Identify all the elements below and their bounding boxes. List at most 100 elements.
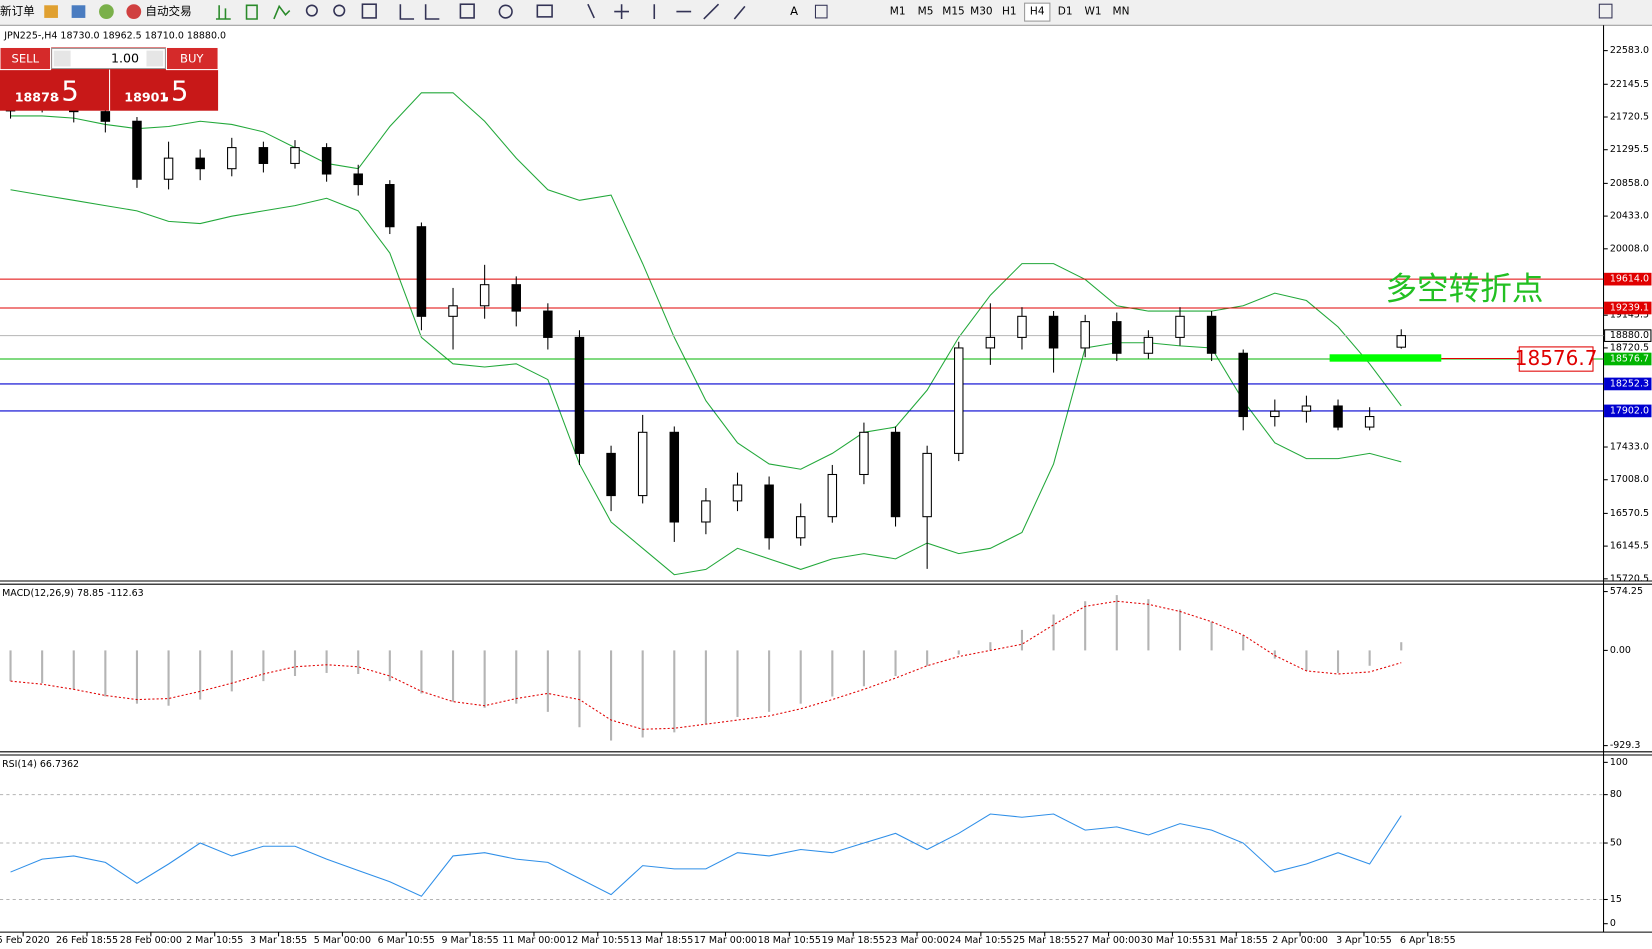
x-tick-label: 9 Mar 18:55	[442, 935, 499, 946]
candle-body	[511, 284, 521, 312]
ask-pips: .5	[162, 76, 188, 107]
candle-body	[448, 305, 458, 317]
timeframe-button[interactable]: D1	[1058, 6, 1073, 18]
timeframe-button[interactable]: M1	[890, 6, 906, 18]
level-label-bg	[1604, 272, 1652, 286]
macd-bar	[862, 650, 865, 687]
x-tick-label: 3 Mar 18:55	[250, 935, 307, 946]
sell-label: SELL	[12, 52, 40, 66]
tool-icons	[215, 4, 291, 20]
y-tick-label: 15	[1610, 894, 1622, 905]
text-tool: A	[790, 4, 798, 18]
y-tick-label: -929.3	[1610, 740, 1641, 751]
macd-bar	[262, 650, 265, 682]
lots-input[interactable]	[51, 47, 166, 70]
sell-button[interactable]	[0, 46, 52, 71]
auto-trading-button[interactable]: 自动交易	[145, 4, 191, 18]
x-tick-label: 30 Mar 10:55	[1141, 935, 1204, 946]
macd-bar	[1084, 601, 1087, 651]
x-tick-label: 25 Mar 18:55	[1013, 935, 1076, 946]
x-tick-label: 23 Mar 00:00	[885, 935, 948, 946]
candle-body	[195, 157, 205, 170]
candle-body	[701, 500, 711, 523]
candle-body	[1396, 335, 1406, 348]
candle-body	[1175, 315, 1185, 338]
x-tick-label: 11 Mar 00:00	[502, 935, 565, 946]
macd-bar	[483, 650, 486, 708]
new-order-button[interactable]: 新订单	[0, 4, 35, 18]
lots-up[interactable]	[146, 50, 164, 67]
candle-body	[543, 310, 553, 338]
y-tick-label: 0	[1610, 918, 1616, 929]
candle-body	[385, 184, 395, 228]
x-tick-label: 2 Apr 00:00	[1272, 935, 1328, 946]
bollinger-lower	[10, 189, 1402, 576]
macd-bar	[135, 650, 139, 704]
search-icon[interactable]	[1598, 3, 1613, 19]
macd-bar	[641, 650, 644, 738]
candle-body	[1333, 405, 1343, 428]
y-tick-label: 18720.5	[1610, 342, 1649, 353]
timeframe-button[interactable]: M15	[942, 6, 964, 18]
x-tick-label: 6 Apr 18:55	[1400, 935, 1456, 946]
y-tick-label: 20858.0	[1610, 178, 1649, 189]
x-tick-label: 18 Mar 10:55	[758, 935, 821, 946]
macd-bar	[704, 650, 707, 725]
candle-body	[1301, 405, 1312, 412]
x-tick-label: 17 Mar 00:00	[694, 935, 757, 946]
macd-bar	[230, 650, 233, 692]
timeframe-button[interactable]: MN	[1113, 6, 1130, 18]
level-label-bg	[1604, 377, 1652, 391]
bollinger-upper	[10, 92, 1402, 470]
timeframe-button[interactable]: M30	[970, 6, 992, 18]
candle-body	[859, 431, 869, 476]
buy-button[interactable]	[165, 46, 219, 71]
timeframe-button[interactable]: H1	[1002, 6, 1017, 18]
bid-pips: .5	[53, 76, 79, 107]
y-tick-label: 17433.0	[1610, 442, 1649, 453]
candle-body	[669, 431, 680, 523]
candle-body	[985, 336, 996, 349]
x-tick-label: 6 Mar 10:55	[378, 935, 435, 946]
tool-icons	[305, 3, 746, 20]
y-tick-label: 22583.0	[1610, 45, 1649, 56]
level-label: 19614.0	[1610, 274, 1649, 285]
macd-bar	[9, 650, 12, 682]
icon	[71, 5, 86, 18]
x-tick-label: 27 Mar 00:00	[1077, 935, 1140, 946]
candle-body	[954, 347, 964, 454]
x-tick-label: 5 Mar 00:00	[314, 935, 371, 946]
candle-body	[290, 147, 300, 164]
active-timeframe	[1024, 2, 1051, 22]
y-tick-label: 100	[1610, 757, 1628, 768]
macd-bar	[388, 650, 391, 682]
x-tick-label: 2 Mar 10:55	[186, 935, 243, 946]
level-label-bg	[1604, 404, 1652, 418]
candle-body	[479, 284, 490, 307]
candle-body	[416, 226, 427, 317]
level-label-bg	[1604, 329, 1652, 342]
x-tick-label: 26 Feb 18:55	[56, 935, 118, 946]
macd-bar	[167, 650, 170, 706]
icon	[99, 4, 114, 19]
indicator-title: MACD(12,26,9) 78.85 -112.63	[2, 588, 144, 599]
timeframe-button[interactable]: H4	[1030, 6, 1045, 18]
x-tick-label: 13 Mar 18:55	[630, 935, 693, 946]
candle-body	[1206, 315, 1217, 354]
lots-down[interactable]	[53, 50, 71, 67]
macd-bar	[799, 650, 802, 704]
macd-bar	[1273, 650, 1276, 659]
y-tick-label: 16570.5	[1610, 508, 1649, 519]
macd-bar	[1336, 650, 1340, 673]
y-tick-label: 574.25	[1610, 586, 1643, 597]
timeframe-button[interactable]: M5	[918, 6, 934, 18]
macd-bar	[546, 650, 549, 712]
timeframe-button[interactable]: W1	[1085, 6, 1102, 18]
candle-body	[353, 173, 363, 186]
highlight-bar	[1329, 354, 1442, 362]
macd-bar	[41, 650, 44, 684]
y-tick-label: 21720.5	[1610, 111, 1649, 122]
macd-bar	[1020, 629, 1024, 651]
